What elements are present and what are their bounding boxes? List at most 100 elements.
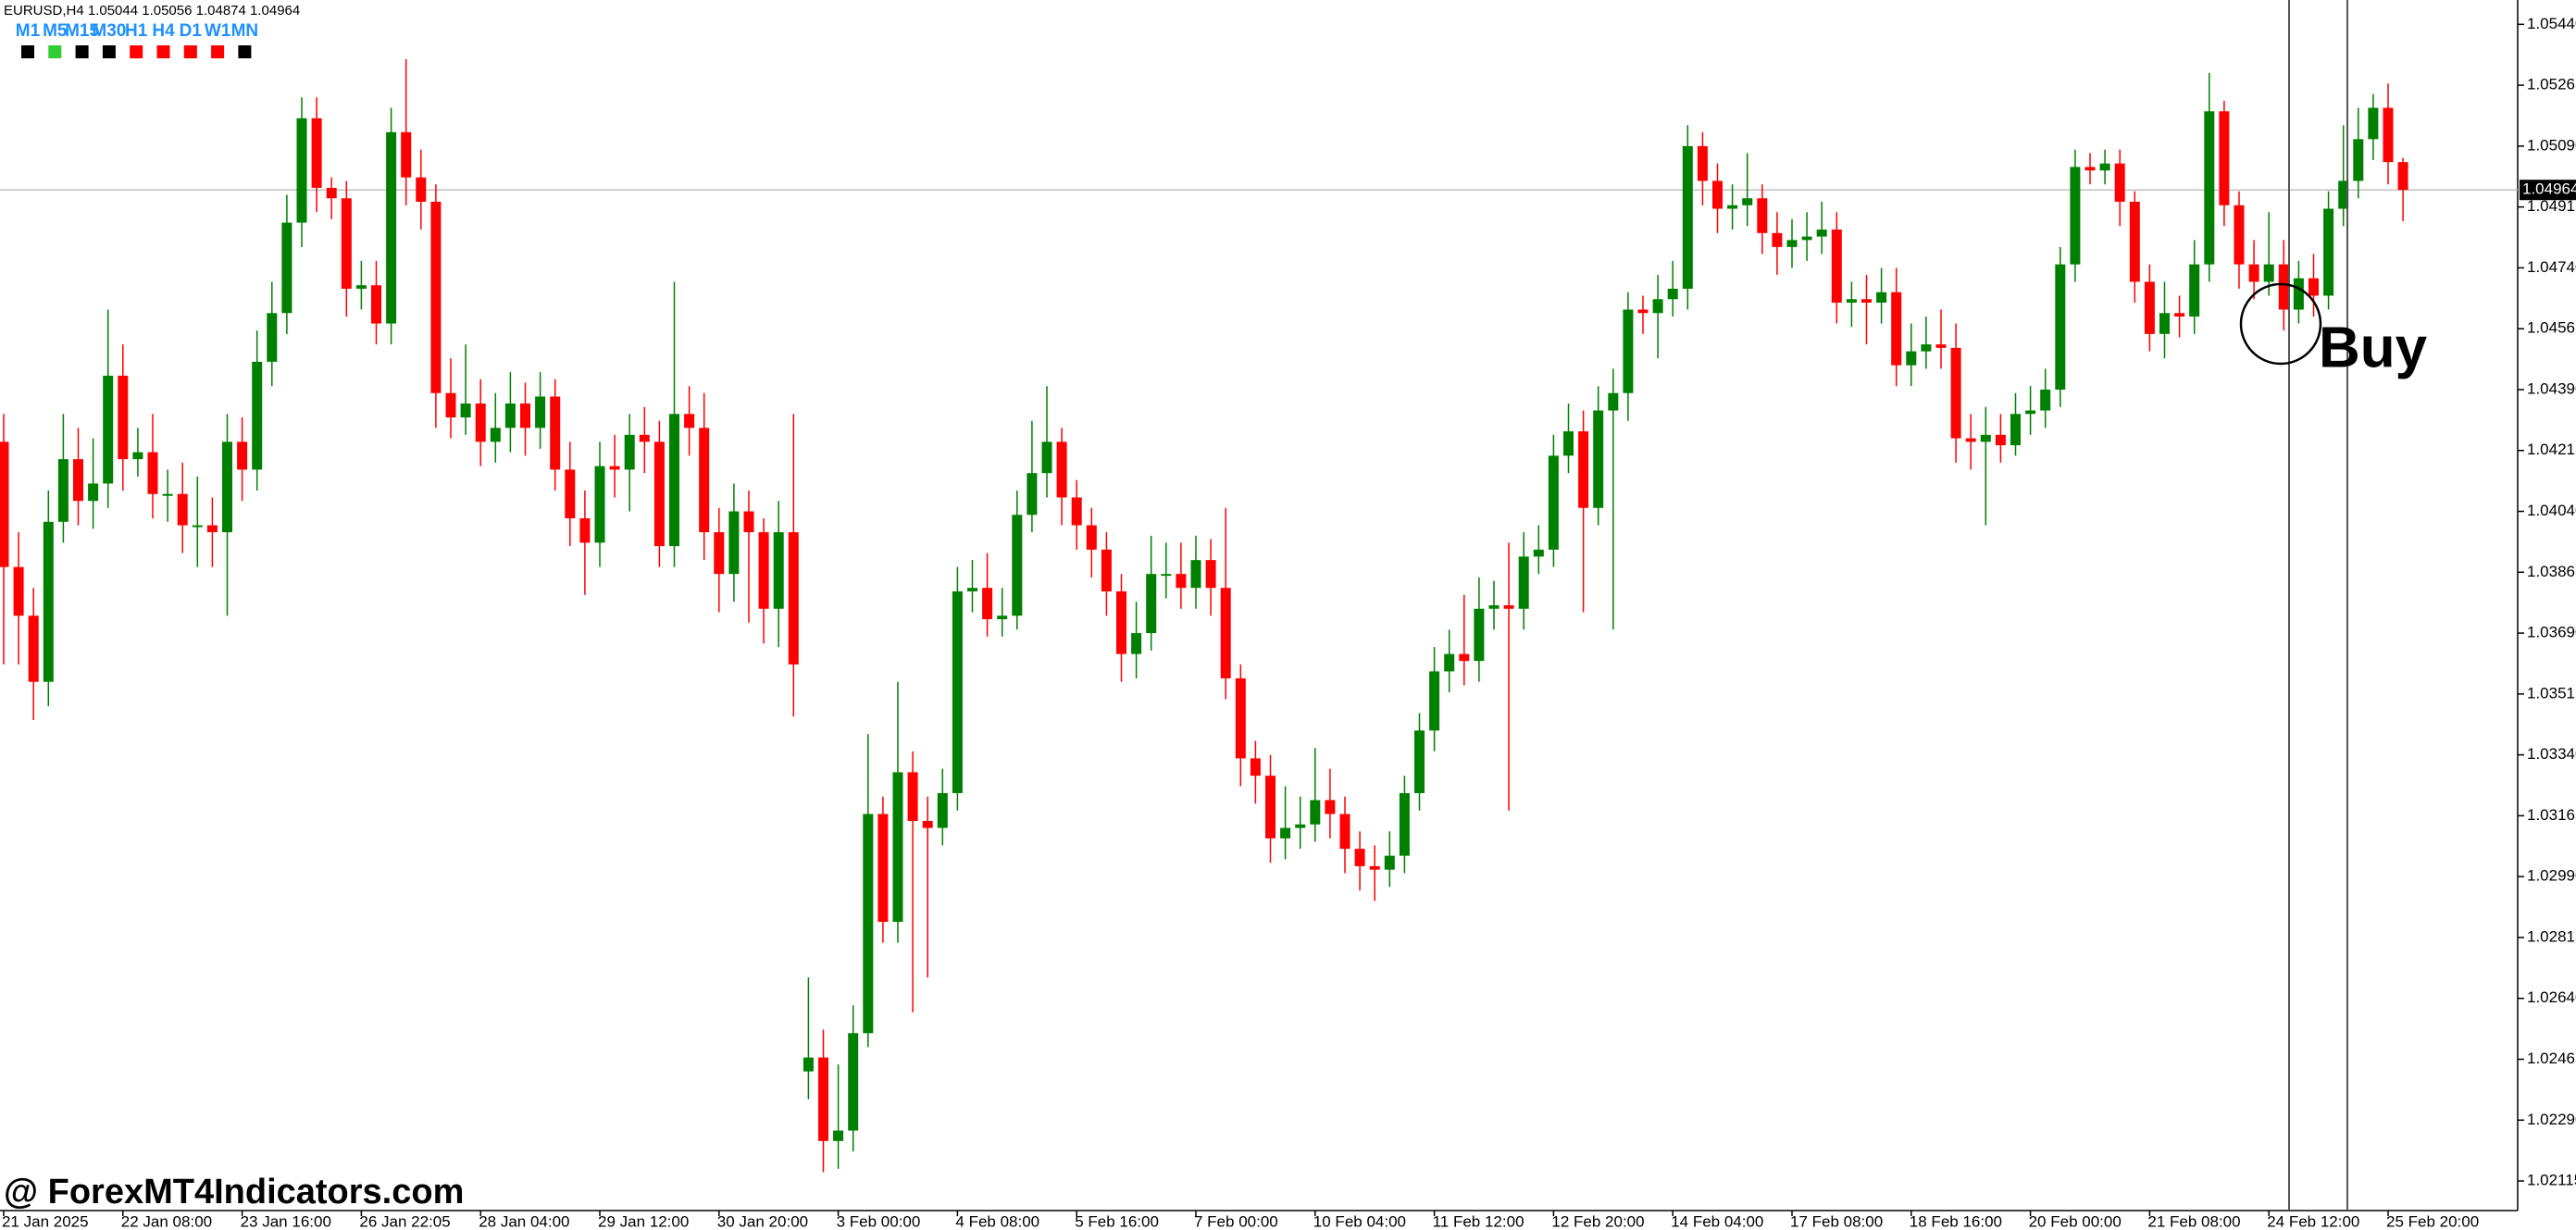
candle-body bbox=[1190, 560, 1201, 589]
candle-body bbox=[1086, 525, 1097, 550]
candle-body bbox=[1742, 198, 1753, 205]
candle-body bbox=[1965, 438, 1976, 442]
candle-body bbox=[699, 428, 710, 533]
candle-body bbox=[1384, 855, 1395, 870]
candle-body bbox=[1325, 800, 1336, 814]
y-tick-label: 1.04915 bbox=[2527, 197, 2576, 215]
x-tick-label: 21 Jan 2025 bbox=[2, 1212, 89, 1230]
candle-body bbox=[1563, 431, 1574, 456]
candle-body bbox=[2353, 139, 2364, 181]
candle-body bbox=[2070, 167, 2081, 265]
candle-body bbox=[773, 532, 784, 609]
candle-body bbox=[1950, 347, 1961, 439]
candle-body bbox=[2234, 205, 2245, 265]
x-tick-label: 7 Feb 00:00 bbox=[1194, 1212, 1278, 1230]
timeframe-indicator bbox=[211, 45, 225, 58]
y-tick-label: 1.02640 bbox=[2527, 988, 2576, 1006]
candle-body bbox=[1682, 145, 1693, 289]
candle-body bbox=[1667, 288, 1678, 300]
candle-body bbox=[669, 414, 679, 547]
signal-circle bbox=[2239, 282, 2322, 366]
candle-body bbox=[2189, 264, 2200, 317]
candle-body bbox=[2397, 162, 2408, 191]
candle-body bbox=[1846, 299, 1857, 303]
x-tick-label: 3 Feb 00:00 bbox=[837, 1212, 921, 1230]
candle-body bbox=[1041, 441, 1052, 474]
x-tick-label: 10 Feb 04:00 bbox=[1313, 1212, 1406, 1230]
timeframe-button[interactable]: H1 bbox=[125, 21, 148, 41]
candle-body bbox=[624, 434, 635, 470]
candle-body bbox=[997, 615, 1008, 620]
candle-body bbox=[1518, 556, 1529, 609]
timeframe-button[interactable]: M1 bbox=[16, 21, 41, 41]
candle-body bbox=[1637, 309, 1649, 314]
candle-body bbox=[1131, 633, 1142, 654]
y-tick-label: 1.05265 bbox=[2527, 76, 2576, 93]
candle-body bbox=[1459, 653, 1470, 662]
candle-body bbox=[1593, 410, 1604, 508]
timeframe-button[interactable]: D1 bbox=[180, 21, 203, 41]
candle-body bbox=[147, 452, 158, 494]
candle-body bbox=[2055, 264, 2066, 390]
timeframe-button[interactable]: M15 bbox=[65, 21, 99, 41]
timeframe-indicator bbox=[75, 45, 89, 58]
candle-body bbox=[684, 414, 695, 429]
candle-body bbox=[1235, 677, 1246, 759]
candle-body bbox=[1295, 824, 1306, 828]
candle-body bbox=[103, 375, 114, 484]
y-tick-label: 1.04565 bbox=[2527, 319, 2576, 337]
candle-body bbox=[1995, 434, 2006, 446]
x-tick-label: 18 Feb 16:00 bbox=[1910, 1212, 2002, 1230]
x-tick-label: 21 Feb 08:00 bbox=[2147, 1212, 2240, 1230]
timeframe-button[interactable]: M30 bbox=[92, 21, 126, 41]
timeframe-button[interactable]: H4 bbox=[152, 21, 175, 41]
candle-body bbox=[281, 222, 292, 314]
candle-body bbox=[206, 525, 218, 533]
candle-body bbox=[1786, 240, 1798, 247]
candle-body bbox=[162, 493, 173, 496]
candle-body bbox=[714, 532, 725, 575]
current-price-box bbox=[2520, 180, 2576, 201]
candle-body bbox=[1116, 590, 1126, 654]
candle-body bbox=[2323, 208, 2334, 296]
candle-body bbox=[1816, 230, 1827, 237]
candle-body bbox=[2010, 414, 2021, 446]
candle-body bbox=[877, 814, 889, 923]
timeframe-indicator bbox=[130, 45, 143, 58]
x-tick-label: 17 Feb 08:00 bbox=[1790, 1212, 1883, 1230]
candle-body bbox=[1474, 608, 1485, 662]
candle-body bbox=[550, 396, 561, 470]
candle-body bbox=[1697, 145, 1708, 181]
timeframe-indicator bbox=[48, 45, 62, 58]
x-tick-label: 12 Feb 20:00 bbox=[1551, 1212, 1644, 1230]
candle-body bbox=[28, 615, 39, 682]
x-tick-label: 26 Jan 22:05 bbox=[359, 1212, 450, 1230]
candle-body bbox=[1176, 574, 1187, 589]
x-tick-label: 5 Feb 16:00 bbox=[1075, 1212, 1159, 1230]
candle-body bbox=[252, 361, 263, 470]
candle-body bbox=[1980, 434, 1991, 442]
candle-body bbox=[222, 441, 232, 533]
candle-body bbox=[833, 1130, 844, 1141]
y-tick-label: 1.03515 bbox=[2527, 684, 2576, 702]
y-tick-label: 1.05440 bbox=[2527, 15, 2576, 32]
candle-body bbox=[13, 566, 24, 616]
timeframe-button[interactable]: MN bbox=[231, 21, 259, 41]
candle-body bbox=[88, 483, 99, 502]
timeframe-button[interactable]: W1 bbox=[205, 21, 231, 41]
candle-body bbox=[1146, 574, 1157, 634]
candle-body bbox=[1533, 549, 1544, 557]
candle-body bbox=[1876, 292, 1887, 303]
candle-body bbox=[2084, 167, 2096, 171]
candle-body bbox=[1503, 605, 1514, 609]
candle-body bbox=[2293, 278, 2304, 310]
candle-body bbox=[2338, 180, 2349, 209]
axes: 1.05440 1.05265 1.05090 1.04915 1.04740 1.045… bbox=[2, 15, 2576, 1230]
candle-body bbox=[0, 441, 9, 567]
candle-body bbox=[1220, 588, 1231, 678]
candle-body bbox=[803, 1057, 814, 1072]
candle-body bbox=[57, 459, 68, 522]
timeframe-button[interactable]: M5 bbox=[43, 21, 68, 41]
candle-body bbox=[1891, 292, 1902, 366]
